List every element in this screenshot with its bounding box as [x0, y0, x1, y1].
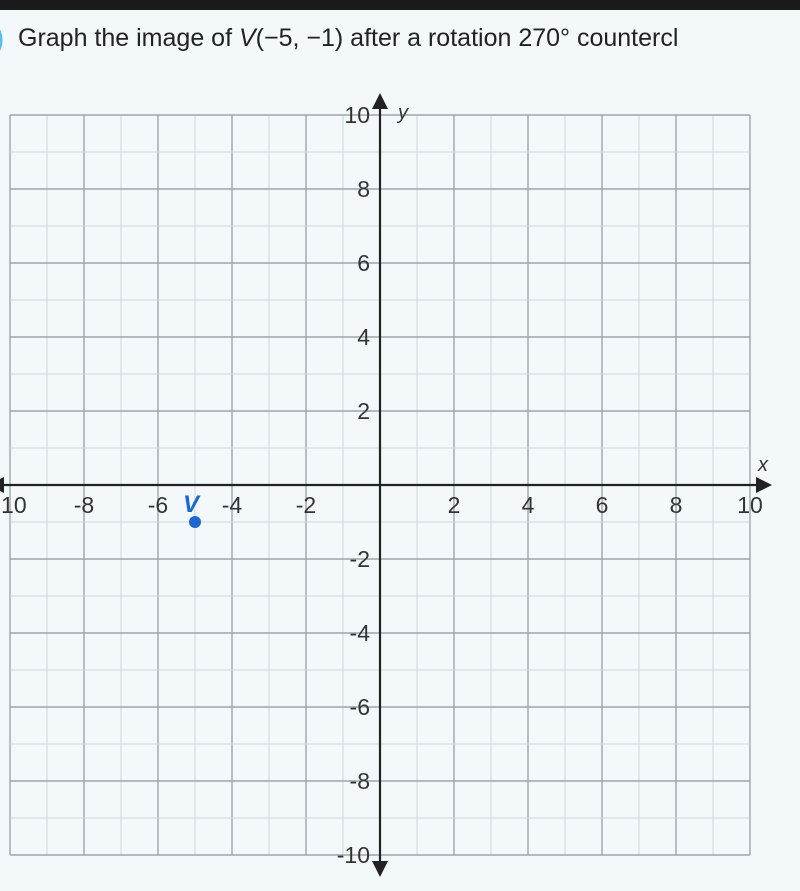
x-axis-label: x — [757, 454, 769, 476]
x-tick-label: 6 — [596, 492, 609, 518]
y-tick-label: 4 — [357, 324, 370, 350]
x-tick-label: 8 — [670, 492, 683, 518]
plotted-point-label: V — [183, 491, 201, 518]
x-tick-label: -8 — [74, 492, 94, 518]
prompt-coords: (−5, −1) — [256, 24, 344, 52]
y-tick-label: -8 — [350, 768, 370, 794]
y-tick-label: -6 — [350, 694, 370, 720]
x-tick-label: -10 — [0, 492, 27, 518]
y-tick-label: 10 — [344, 102, 370, 128]
y-tick-label: -2 — [350, 546, 370, 572]
y-axis-label: y — [396, 102, 409, 124]
prompt-suffix: after a rotation 270° countercl — [343, 24, 678, 52]
x-tick-label: 2 — [448, 492, 461, 518]
question-prompt: Graph the image of V(−5, −1) after a rot… — [18, 24, 678, 53]
y-tick-label: -4 — [350, 620, 371, 646]
x-tick-label: 10 — [737, 492, 763, 518]
x-tick-label: 4 — [522, 492, 535, 518]
question-bullet-paren: ) — [0, 22, 4, 56]
y-tick-label: -10 — [337, 842, 370, 868]
coordinate-plane[interactable]: -10 -8 -6 -4 -2 2 4 6 8 10 -10 -8 -6 -4 -2 2 4 6 8 10 y x V — [0, 90, 800, 890]
viewport-top-edge — [0, 0, 800, 10]
prompt-prefix: Graph the image of — [18, 24, 239, 52]
x-tick-label: -4 — [222, 492, 243, 518]
y-tick-label: 8 — [357, 176, 370, 202]
x-tick-label: -2 — [296, 492, 316, 518]
y-tick-label: 2 — [357, 398, 370, 424]
x-tick-label: -6 — [148, 492, 168, 518]
y-tick-label: 6 — [357, 250, 370, 276]
prompt-point-name: V — [239, 24, 256, 52]
